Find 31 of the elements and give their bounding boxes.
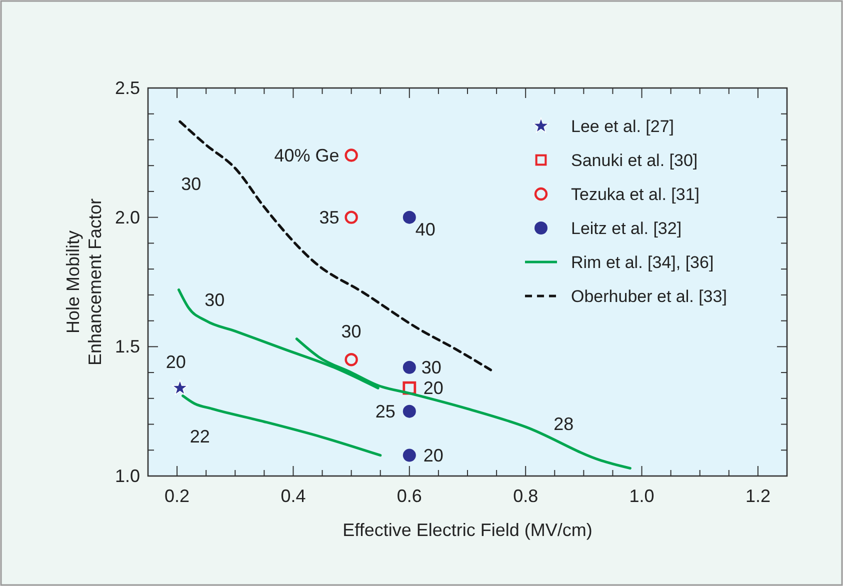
annotation: 30 [181,174,202,194]
annotation: 22 [190,426,210,447]
y-tick-label: 2.5 [114,78,140,98]
annotation: 30 [341,322,362,342]
x-tick-label: 0.4 [280,486,306,506]
x-tick-label: 0.8 [513,486,538,506]
annotation: 30 [421,357,442,378]
legend-label: Leitz et al. [32] [571,219,682,238]
legend-label: Oberhuber et al. [33] [571,287,727,306]
x-tick-label: 1.0 [629,486,654,506]
x-tick-label: 0.6 [396,486,422,506]
legend-label: Rim et al. [34], [36] [571,253,714,272]
y-axis-title: Hole Mobility Enhancement Factor [63,198,105,366]
annotation: 20 [423,445,444,466]
x-axis-title: Effective Electric Field (MV/cm) [342,520,592,540]
annotation: 40% Ge [274,145,340,166]
legend-label: Tezuka et al. [31] [571,185,700,204]
legend-label: Sanuki et al. [30] [571,151,698,170]
annotation: 20 [423,378,444,398]
annotation: 30 [204,290,225,310]
x-tick-label: 0.2 [164,486,190,506]
legend-label: Lee et al. [27] [571,117,674,136]
annotation: 35 [319,207,340,228]
annotation: 20 [166,352,186,372]
y-tick-label: 1.5 [114,336,140,357]
annotation: 28 [554,414,574,434]
y-tick-label: 1.0 [114,466,140,486]
annotation: 25 [375,401,396,422]
y-tick-label: 2.0 [114,207,140,228]
annotation: 40 [415,219,436,240]
x-tick-label: 1.2 [745,486,770,506]
